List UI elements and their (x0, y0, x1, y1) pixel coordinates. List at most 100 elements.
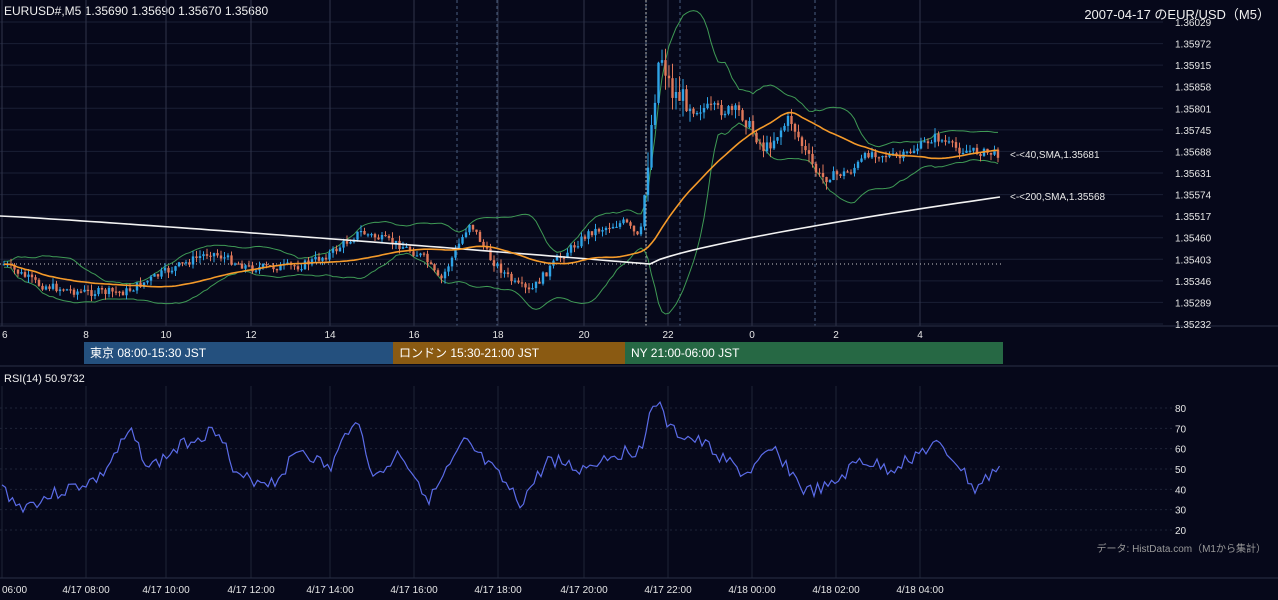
candle-body (909, 151, 912, 153)
candle-body (653, 102, 657, 125)
candle-body (944, 140, 947, 142)
candle-body (793, 124, 797, 132)
candle-body (779, 130, 783, 138)
candle-body (170, 270, 174, 273)
candle-body (184, 262, 188, 264)
candle-body (310, 259, 314, 265)
candle-body (996, 149, 1000, 158)
price-tick-label: 1.35688 (1175, 147, 1212, 158)
price-tick-label: 1.35346 (1175, 277, 1212, 288)
candle-body (685, 89, 688, 112)
candle-body (380, 235, 384, 240)
candle-body (471, 224, 475, 230)
candle-body (384, 235, 387, 237)
candle-body (727, 106, 730, 114)
candle-body (447, 266, 450, 272)
candle-body (888, 154, 891, 157)
hour-tick-label: 12 (245, 330, 257, 341)
candle-body (412, 251, 415, 256)
candle-body (814, 163, 818, 173)
candle-body (251, 265, 254, 272)
candle-body (650, 125, 653, 168)
candle-body (440, 275, 443, 279)
candle-body (839, 174, 842, 176)
candle-body (797, 131, 800, 138)
sma200-label: <-<200,SMA,1.35568 (1010, 192, 1106, 203)
candle-body (618, 223, 622, 227)
candle-body (419, 253, 422, 256)
candle-body (244, 265, 247, 269)
candle-body (583, 236, 587, 239)
candle-body (303, 260, 307, 270)
candle-body (688, 108, 692, 112)
candle-body (580, 236, 583, 247)
candle-body (678, 92, 681, 101)
candle-body (940, 140, 944, 142)
candle-body (485, 246, 489, 249)
candle-body (205, 254, 209, 256)
candle-body (590, 231, 594, 236)
candle-body (464, 232, 468, 237)
candle-body (93, 294, 97, 296)
candle-body (195, 256, 198, 258)
candle-body (597, 228, 601, 232)
candle-body (748, 121, 751, 128)
candle-body (104, 289, 107, 294)
candle-body (709, 103, 713, 105)
price-tick-label: 1.35972 (1175, 40, 1212, 51)
candle-body (776, 137, 779, 141)
candle-body (517, 280, 520, 283)
candle-body (97, 288, 100, 295)
time-tick-label: 4/17 22:00 (644, 585, 692, 596)
candle-body (58, 289, 62, 292)
candle-body (489, 248, 492, 261)
candle-body (790, 116, 793, 124)
candle-body (573, 245, 576, 248)
candle-body (107, 287, 111, 294)
candle-body (545, 272, 548, 277)
sma40-line (4, 111, 999, 288)
candle-body (870, 152, 874, 158)
candle-body (958, 147, 961, 154)
candle-body (954, 142, 958, 148)
candle-body (905, 151, 909, 153)
candle-body (342, 241, 345, 248)
candle-body (867, 153, 870, 158)
candle-body (34, 277, 37, 280)
candle-body (506, 272, 510, 274)
candle-body (993, 149, 996, 155)
candle-body (828, 180, 832, 183)
time-tick-label: 4/17 14:00 (306, 585, 354, 596)
candle-body (132, 290, 135, 292)
time-tick-label: 4/17 10:00 (142, 585, 190, 596)
candle-body (359, 231, 363, 233)
candle-body (153, 274, 156, 277)
candle-body (86, 289, 90, 291)
candle-body (314, 256, 317, 260)
candle-body (755, 132, 758, 143)
candle-body (174, 266, 177, 271)
bollinger-upper-band (3, 10, 998, 285)
candle-body (660, 60, 664, 63)
candle-body (387, 236, 391, 238)
candle-body (611, 227, 615, 229)
candle-body (13, 264, 16, 270)
candle-body (968, 150, 972, 152)
candle-body (625, 219, 629, 223)
candle-body (373, 234, 377, 238)
candle-body (366, 234, 370, 236)
rsi-tick-label: 20 (1175, 526, 1187, 537)
rsi-tick-label: 50 (1175, 465, 1187, 476)
candle-body (884, 156, 888, 158)
candle-body (226, 255, 230, 258)
candle-body (461, 237, 464, 244)
candle-body (499, 263, 503, 273)
price-tick-label: 1.35517 (1175, 212, 1212, 223)
candle-body (100, 288, 104, 290)
price-tick-label: 1.35915 (1175, 61, 1212, 72)
candle-body (825, 177, 828, 183)
sma200-line (0, 196, 1001, 265)
rsi-line (1, 400, 1001, 514)
